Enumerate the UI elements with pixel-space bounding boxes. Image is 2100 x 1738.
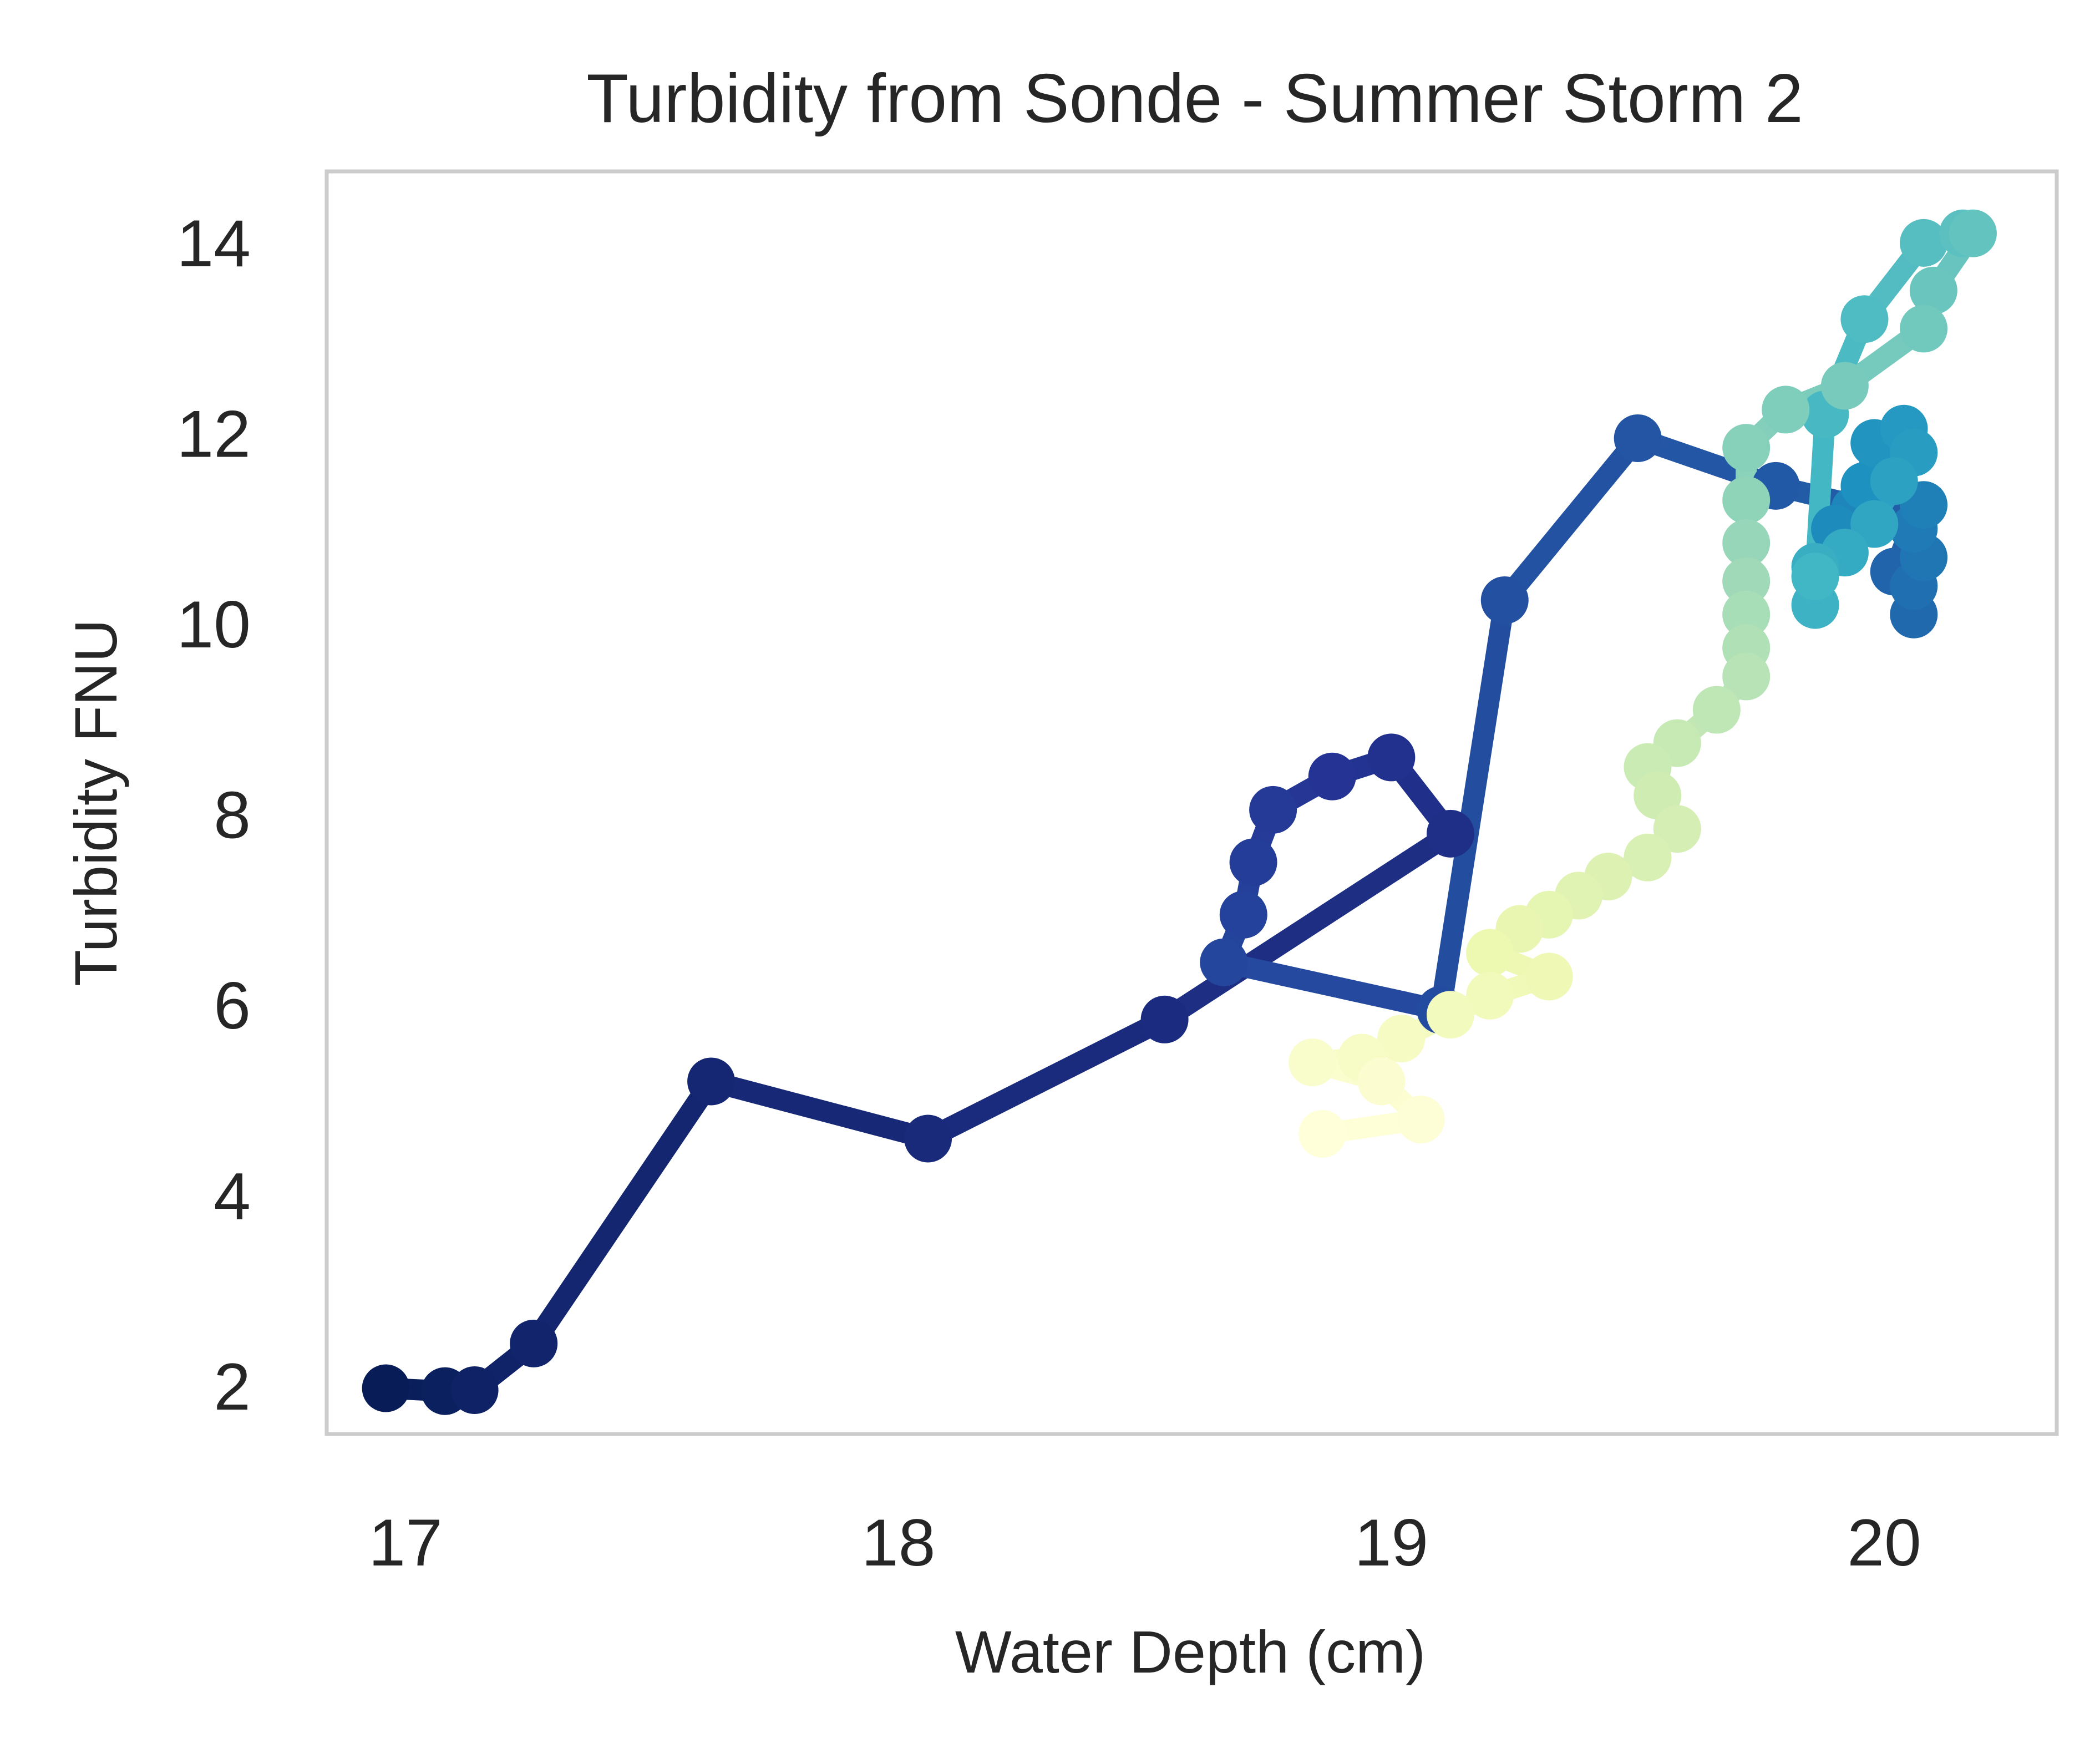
x-tick-label: 17 [368,1506,442,1580]
data-point [1200,938,1248,986]
data-point [1427,809,1475,858]
data-point [510,1319,558,1367]
y-tick-label: 14 [177,206,251,281]
data-point [1466,971,1514,1020]
data-point [1722,652,1771,701]
y-tick-label: 4 [214,1159,251,1234]
data-point [1692,686,1741,734]
chart-title: Turbidity from Sonde - Summer Storm 2 [586,60,1803,137]
series-segment [1213,951,1452,1021]
data-point [1427,991,1475,1039]
data-point [1840,295,1889,343]
y-tick-label: 12 [177,397,251,471]
data-point [1722,424,1771,472]
data-point [1900,305,1948,353]
series-segment [917,1009,1175,1149]
data-point [1289,1038,1337,1087]
data-point [904,1114,952,1163]
data-point [1466,929,1514,977]
data-point [1367,733,1416,782]
data-point [1762,386,1810,434]
data-point [1624,833,1672,881]
x-tick-label: 18 [861,1506,935,1580]
data-point [1249,786,1297,834]
y-axis-label: Turbidity FNU [62,619,129,986]
data-point [1909,266,1957,315]
data-point [1653,805,1701,853]
data-point [1722,557,1771,605]
data-point [1820,362,1869,410]
data-point [1525,952,1573,1001]
data-point [1298,1109,1346,1158]
series-segment [1154,823,1462,1030]
data-point [1140,995,1189,1043]
y-tick-label: 2 [214,1350,251,1424]
data-point [1480,576,1529,624]
y-tick-label: 6 [214,969,251,1043]
x-tick-label: 19 [1355,1506,1428,1580]
series-segment [523,1071,722,1354]
y-tick-label: 8 [214,778,251,852]
series-segment [1494,427,1648,611]
axes-frame [324,169,2059,1436]
data-point [1900,219,1948,267]
y-tick-label: 10 [177,587,251,662]
y-tick-labels: 2 4 6 8 10 12 14 [177,206,251,1424]
data-point [1308,752,1356,800]
data-point [1357,1057,1406,1106]
data-point [1791,553,1839,601]
data-point [1397,1096,1445,1144]
x-tick-label: 20 [1847,1506,1921,1580]
data-point [1219,890,1267,939]
data-point [1870,457,1918,505]
data-point [1949,209,1997,257]
series-segment [701,1071,939,1149]
data-point [362,1364,410,1412]
data-point [687,1057,735,1106]
data-point [1722,590,1771,639]
data-point [450,1366,499,1414]
data-point [1229,838,1277,886]
data-point [1377,1015,1426,1063]
x-axis-label: Water Depth (cm) [955,1618,1426,1685]
data-point [1850,500,1899,548]
data-point [1722,476,1771,524]
data-point [1722,519,1771,567]
series-segment [1430,589,1515,1021]
plot-layer [362,209,1997,1415]
x-tick-labels: 17 18 19 20 [368,1506,1921,1580]
data-point [1614,414,1662,462]
